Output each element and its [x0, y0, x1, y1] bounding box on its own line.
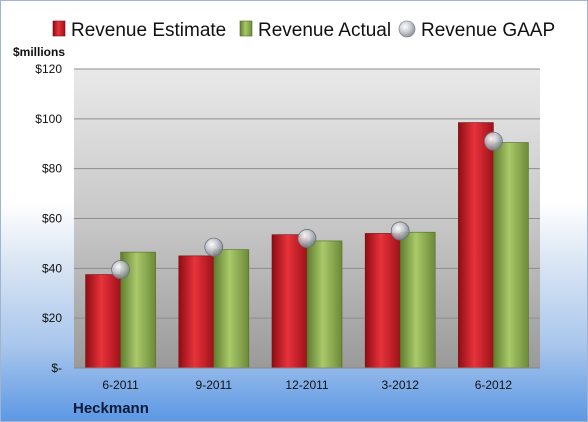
gaap-markers	[111, 131, 503, 279]
bar-revenue-estimate	[458, 122, 494, 369]
x-axis-ticks: 6-2011 9-2011 12-2011 3-2012 6-2012	[102, 378, 512, 392]
x-tick-label: 6-2012	[475, 378, 513, 392]
y-unit-label: $millions	[13, 45, 65, 59]
legend-swatch-estimate	[52, 20, 66, 37]
y-tick-label: $80	[42, 162, 62, 176]
company-label: Heckmann	[73, 400, 149, 417]
gaap-marker	[390, 221, 410, 241]
x-tick-label: 6-2011	[102, 378, 139, 392]
bar-revenue-actual	[306, 240, 343, 369]
y-axis-ticks: $- $20 $40 $60 $80 $100 $120	[35, 62, 62, 375]
y-tick-label: $20	[42, 311, 62, 325]
bar-revenue-actual	[213, 249, 250, 369]
legend-label-estimate: Revenue Estimate	[71, 20, 226, 41]
bar-revenue-actual	[493, 142, 529, 369]
legend-item-estimate: Revenue Estimate	[52, 20, 226, 41]
legend-item-gaap: Revenue GAAP	[398, 20, 555, 41]
legend-swatch-actual	[239, 20, 253, 37]
legend-label-gaap: Revenue GAAP	[421, 20, 555, 41]
y-tick-label: $-	[51, 361, 62, 375]
bar-revenue-estimate	[178, 255, 215, 369]
legend: Revenue Estimate Revenue Actual Revenue …	[52, 20, 555, 41]
x-tick-label: 9-2011	[196, 378, 233, 392]
y-tick-label: $120	[35, 62, 62, 76]
x-tick-label: 3-2012	[382, 378, 420, 392]
bar-revenue-estimate	[85, 274, 121, 369]
bar-revenue-estimate	[364, 233, 401, 369]
y-tick-label: $40	[42, 261, 62, 275]
gaap-marker	[111, 260, 130, 279]
gaap-marker	[297, 229, 317, 248]
gaap-marker	[483, 131, 503, 151]
y-tick-label: $100	[35, 112, 62, 126]
bar-revenue-actual	[399, 231, 436, 369]
x-tick-label: 12-2011	[285, 378, 328, 392]
bar-revenue-estimate	[271, 234, 308, 369]
gaap-marker	[204, 237, 224, 257]
legend-marker-gaap	[398, 20, 416, 38]
legend-label-actual: Revenue Actual	[258, 20, 391, 41]
y-tick-label: $60	[42, 212, 62, 226]
legend-item-actual: Revenue Actual	[239, 20, 391, 41]
